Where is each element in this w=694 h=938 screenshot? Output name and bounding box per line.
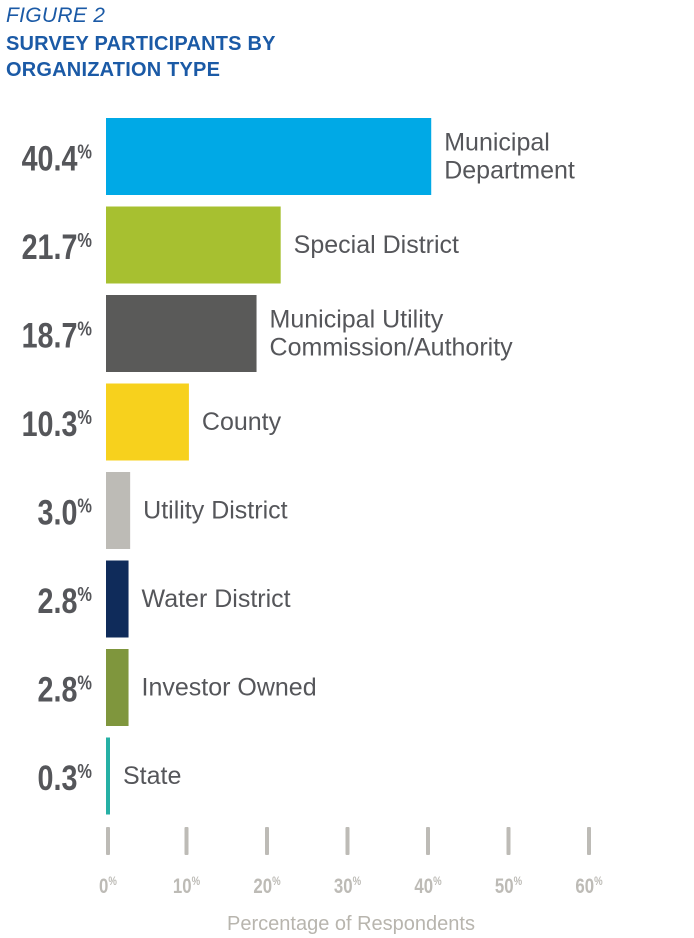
category-labels-layer: Municipal Department Special District Munic… [123,129,575,791]
bar [106,737,110,815]
category-label: Municipal Department [444,129,575,185]
value-label: 2.8% [38,581,92,620]
x-tick [345,827,350,855]
category-label: Municipal Utility Commission/Authority [270,306,514,362]
x-tick-label: 30% [334,875,362,898]
bar [106,295,257,372]
x-tick [426,827,430,855]
x-tick [265,827,269,855]
category-label: Water District [142,585,291,613]
x-tick [106,827,110,855]
x-tick-label: 0% [99,875,117,898]
x-tick-label: 40% [414,875,442,898]
bars-layer [106,118,432,815]
value-label: 2.8% [38,670,92,709]
x-tick-label: 20% [253,875,281,898]
value-label: 40.4% [22,139,92,178]
value-label: 21.7% [22,227,92,266]
x-tick [587,827,591,855]
value-label: 10.3% [22,404,92,443]
value-label: 0.3% [38,758,92,797]
category-label: State [123,762,181,790]
x-axis-title: Percentage of Respondents [227,913,475,935]
chart-title: SURVEY PARTICIPANTS BY ORGANIZATION TYPE [6,33,276,81]
category-label: County [202,408,282,436]
bar [106,206,281,284]
x-axis: 0% 10% 20% 30% 40% 50% 60% [99,827,603,899]
x-tick [506,827,511,855]
x-tick-label: 10% [173,875,201,898]
value-label: 3.0% [38,493,92,532]
x-tick-label: 50% [495,875,523,898]
bar [106,560,129,638]
category-label: Utility District [143,497,287,525]
bar [106,649,129,726]
bar [106,383,189,461]
x-tick-label: 60% [575,875,603,898]
category-label: Investor Owned [142,674,317,702]
value-labels-layer: 40.4% 21.7% 18.7% 10.3% 3.0% 2.8% 2.8% 0.3% [22,139,92,798]
value-label: 18.7% [22,316,92,355]
bar [106,118,432,195]
x-tick [184,827,189,855]
category-label: Special District [294,231,459,259]
bar [106,472,131,549]
figure-label: FIGURE 2 [6,4,106,27]
